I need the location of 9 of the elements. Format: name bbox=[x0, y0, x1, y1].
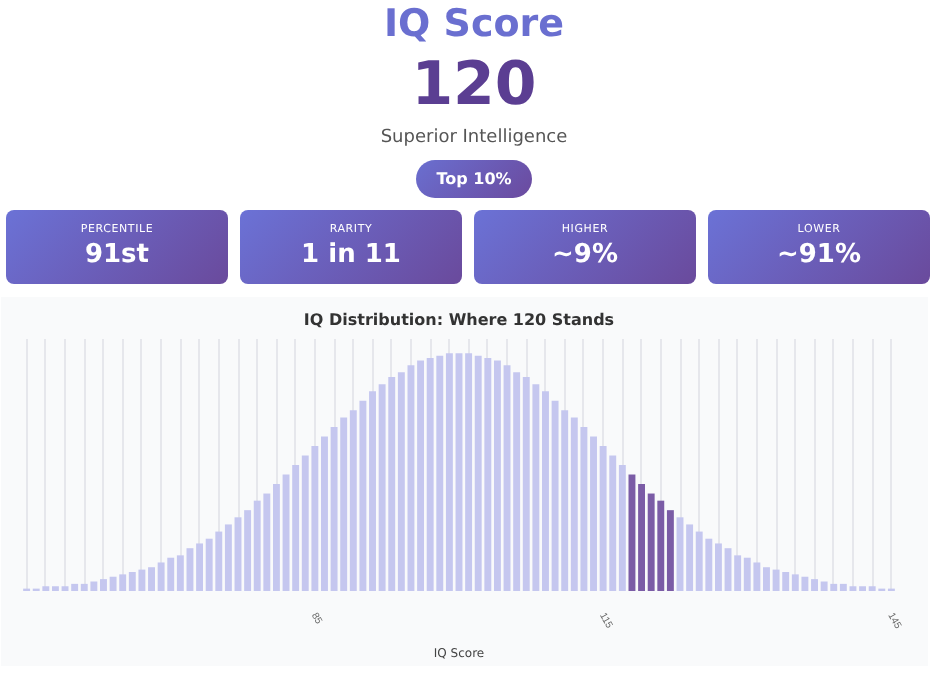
text: ~9% bbox=[550, 240, 620, 273]
text: 1 in 11 bbox=[299, 240, 403, 273]
text: 91st bbox=[82, 240, 152, 273]
text: 120 bbox=[409, 48, 539, 124]
text: Superior Intelligence bbox=[378, 126, 570, 152]
text: IQ Score bbox=[381, 0, 567, 48]
text: Top 10% bbox=[416, 160, 532, 199]
text: ~91% bbox=[774, 240, 863, 273]
chart-title: IQ Distribution: Where 120 Stands bbox=[303, 311, 615, 329]
